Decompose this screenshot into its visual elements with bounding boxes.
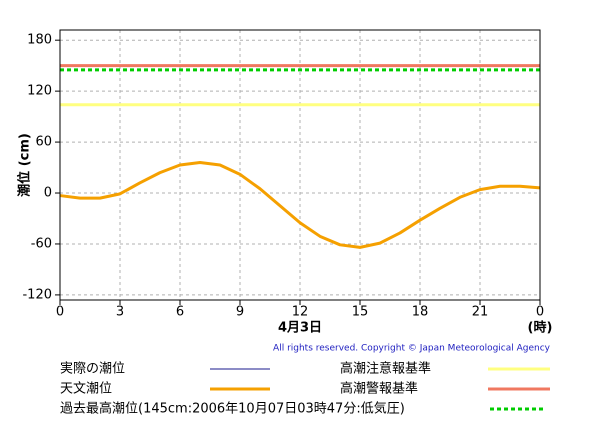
legend-label: 高潮注意報基準 bbox=[340, 361, 431, 377]
x-tick-label: 3 bbox=[116, 305, 124, 320]
y-tick-label: -120 bbox=[22, 287, 52, 302]
x-tick-label: 6 bbox=[176, 305, 184, 320]
legend-label: 過去最高潮位(145cm:2006年10月07日03時47分:低気圧) bbox=[60, 401, 405, 417]
x-tick-label: 0 bbox=[56, 305, 64, 320]
x-tick-label: 0 bbox=[536, 305, 544, 320]
plot-frame bbox=[59, 29, 541, 301]
x-tick-label: 12 bbox=[292, 305, 309, 320]
legend-label: 天文潮位 bbox=[60, 382, 112, 397]
x-tick-label: 21 bbox=[472, 305, 489, 320]
legend-label: 高潮警報基準 bbox=[340, 381, 418, 397]
x-tick-label: 9 bbox=[236, 305, 244, 320]
x-axis-unit: (時) bbox=[528, 320, 553, 336]
y-axis-label: 潮位 (cm) bbox=[17, 133, 33, 197]
y-tick-label: 0 bbox=[44, 186, 52, 201]
y-tick-label: 180 bbox=[27, 33, 52, 48]
series-line bbox=[59, 160, 541, 249]
x-tick-label: 18 bbox=[412, 305, 429, 320]
x-tick-label: 15 bbox=[352, 305, 369, 320]
legend-label: 実際の潮位 bbox=[60, 361, 125, 377]
y-tick-label: -60 bbox=[31, 236, 52, 251]
y-tick-label: 60 bbox=[35, 135, 52, 150]
x-axis-label: 4月3日 bbox=[278, 321, 322, 336]
y-tick-label: 120 bbox=[27, 84, 52, 99]
copyright: All rights reserved. Copyright © Japan M… bbox=[273, 344, 551, 354]
